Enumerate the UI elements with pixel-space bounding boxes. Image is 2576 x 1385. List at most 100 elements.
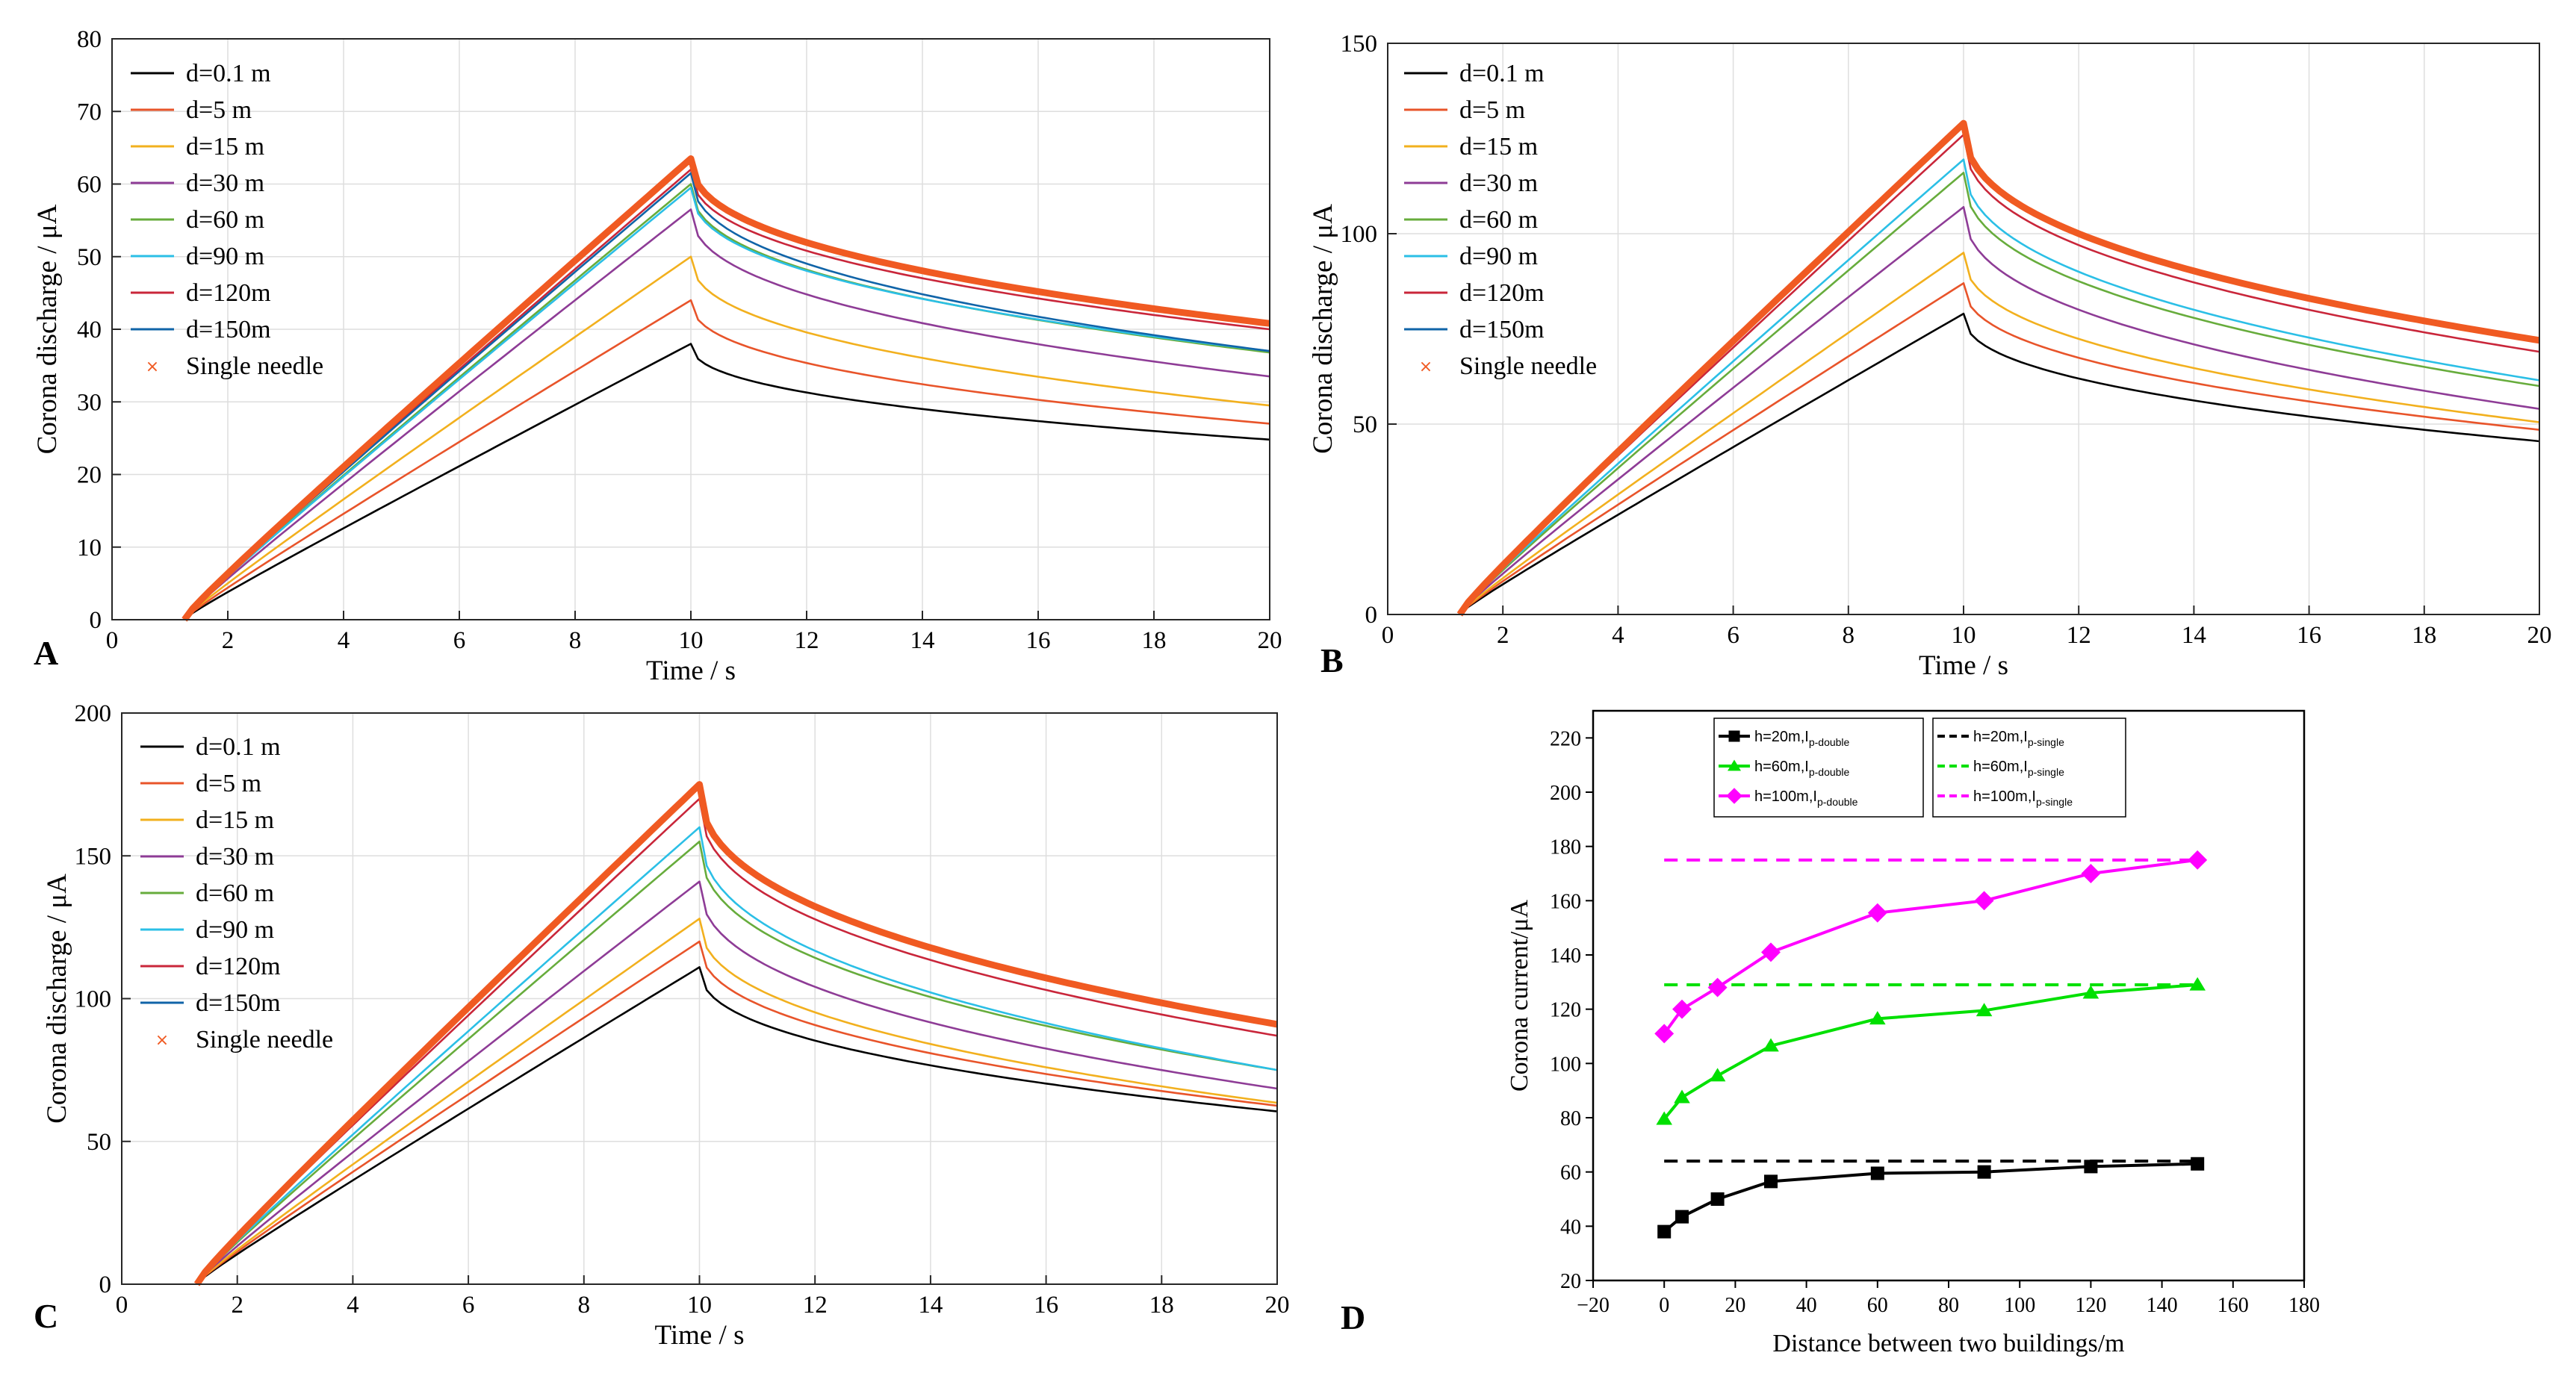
marker-diamond (1867, 903, 1887, 923)
marker-diamond (1974, 891, 1994, 911)
series-line-single-needle (181, 155, 1270, 622)
panel-d: −20 0 20 40 60 80 100 120 140 160 180 20 40 60 80 100 12… (1341, 709, 2320, 1357)
series-line-d-5-m (1459, 282, 2540, 615)
y-axis-label: Corona discharge / μA (1308, 204, 1338, 454)
y-tick-label: 100 (1341, 221, 1378, 248)
legend-label-subscript: p-double (1809, 736, 1850, 748)
legend-label: d=30 m (196, 843, 274, 871)
marker-triangle (1728, 759, 1741, 771)
x-tick-label: 6 (453, 627, 466, 654)
legend-label: d=15 m (186, 133, 264, 161)
x-tick-label: 14 (2182, 622, 2206, 649)
legend-label: d=90 m (196, 916, 274, 944)
panel-letter: C (34, 1297, 58, 1335)
x-tick-label: 20 (1725, 1294, 1745, 1317)
legend-label: d=120m (1459, 279, 1545, 307)
y-tick-label: 0 (1365, 602, 1378, 629)
x-tick-label: 20 (1258, 627, 1282, 654)
x-tick-label: −20 (1577, 1294, 1610, 1317)
x-axis-label: Time / s (1919, 650, 2008, 681)
y-axis-label: Corona discharge / μA (42, 874, 72, 1124)
y-tick-label: 50 (1353, 411, 1377, 438)
x-tick-label: 40 (1796, 1294, 1817, 1317)
legend-label: d=90 m (186, 243, 264, 270)
legend-label: d=0.1 m (196, 733, 281, 761)
series-line-d-150m (183, 172, 1270, 620)
x-tick-label: 14 (918, 1292, 943, 1319)
legend-label: d=30 m (186, 169, 264, 197)
x-tick-label: 4 (347, 1292, 359, 1319)
series-line-d-60-m (1459, 172, 2540, 615)
x-tick-label: 18 (2412, 622, 2436, 649)
legend-label: d=120m (196, 953, 281, 980)
marker-square (2084, 1160, 2098, 1174)
series-line-d-0-1-m (1459, 312, 2540, 615)
x-tick-label: 2 (1497, 622, 1509, 649)
legend-label: d=5 m (196, 770, 261, 797)
series-line-d-90-m (1459, 158, 2540, 615)
x-tick-label: 2 (222, 627, 235, 654)
y-tick-label: 40 (1560, 1216, 1581, 1239)
legend-label: Single needle (196, 1026, 333, 1053)
panel-letter: D (1341, 1298, 1365, 1336)
panel-letter: A (34, 634, 58, 672)
x-axis-label: Time / s (655, 1320, 745, 1351)
legend-marker-single-needle: × (1419, 358, 1433, 376)
legend-label: d=120m (186, 279, 271, 307)
x-tick-label: 0 (1382, 622, 1394, 649)
x-tick-label: 8 (1843, 622, 1855, 649)
series-line (1663, 1162, 2198, 1233)
x-tick-label: 10 (687, 1292, 712, 1319)
x-tick-label: 180 (2288, 1294, 2320, 1317)
series-line-d-0-1-m (196, 966, 1278, 1285)
y-tick-label: 100 (1550, 1053, 1581, 1076)
x-tick-label: 10 (1952, 622, 1976, 649)
series-line-single-needle (1456, 119, 2540, 617)
y-tick-label: 50 (77, 244, 102, 271)
series-line-d-30-m (196, 880, 1278, 1285)
x-tick-label: 18 (1149, 1292, 1174, 1319)
y-tick-label: 60 (1560, 1162, 1581, 1185)
marker-diamond (2081, 864, 2101, 883)
legend-label: d=5 m (186, 96, 252, 124)
legend-label-subscript: p-single (2028, 766, 2064, 778)
series-line-d-15-m (196, 918, 1278, 1285)
panel-b: 0 2 4 6 8 10 12 14 16 18 20 0 50 100 150 Time / s Corona… (1308, 31, 2552, 681)
series-line-d-90-m (196, 826, 1278, 1285)
legend-label: d=90 m (1459, 243, 1538, 270)
panel-a: 0 2 4 6 8 10 12 14 16 18 20 0 10 20 30 40 50 60 70 80 Time /… (32, 26, 1282, 686)
legend-label: d=150m (1459, 316, 1545, 343)
x-tick-label: 100 (2004, 1294, 2035, 1317)
y-tick-label: 200 (75, 700, 112, 727)
x-tick-label: 16 (2297, 622, 2321, 649)
y-tick-label: 180 (1550, 836, 1581, 859)
legend-label-subscript: p-double (1809, 766, 1850, 778)
series-line (1663, 858, 2198, 1035)
y-tick-label: 150 (75, 843, 112, 870)
x-tick-label: 8 (569, 627, 582, 654)
series-line-d-60-m (196, 840, 1278, 1285)
y-axis-label: Corona discharge / μA (32, 204, 63, 454)
panel-letter: B (1320, 641, 1344, 679)
x-tick-label: 140 (2147, 1294, 2178, 1317)
series-line-d-15-m (183, 255, 1270, 620)
legend-label: d=5 m (1459, 96, 1525, 124)
x-tick-label: 0 (1659, 1294, 1669, 1317)
legend-marker-single-needle: × (155, 1031, 169, 1050)
x-tick-label: 8 (578, 1292, 591, 1319)
marker-square (1977, 1165, 1991, 1179)
legend-label: d=30 m (1459, 169, 1538, 197)
marker-square (2191, 1157, 2205, 1171)
y-tick-label: 200 (1550, 782, 1581, 805)
legend-label: d=150m (196, 989, 281, 1017)
marker-triangle (1869, 1011, 1886, 1025)
legend-label-subscript: p-single (2028, 736, 2064, 748)
x-tick-label: 2 (231, 1292, 243, 1319)
y-tick-label: 0 (99, 1272, 112, 1298)
y-tick-label: 50 (87, 1129, 111, 1156)
y-axis-label: Corona current/μA (1506, 900, 1533, 1092)
x-tick-label: 60 (1867, 1294, 1888, 1317)
marker-diamond (1726, 788, 1742, 804)
x-tick-label: 16 (1026, 627, 1051, 654)
